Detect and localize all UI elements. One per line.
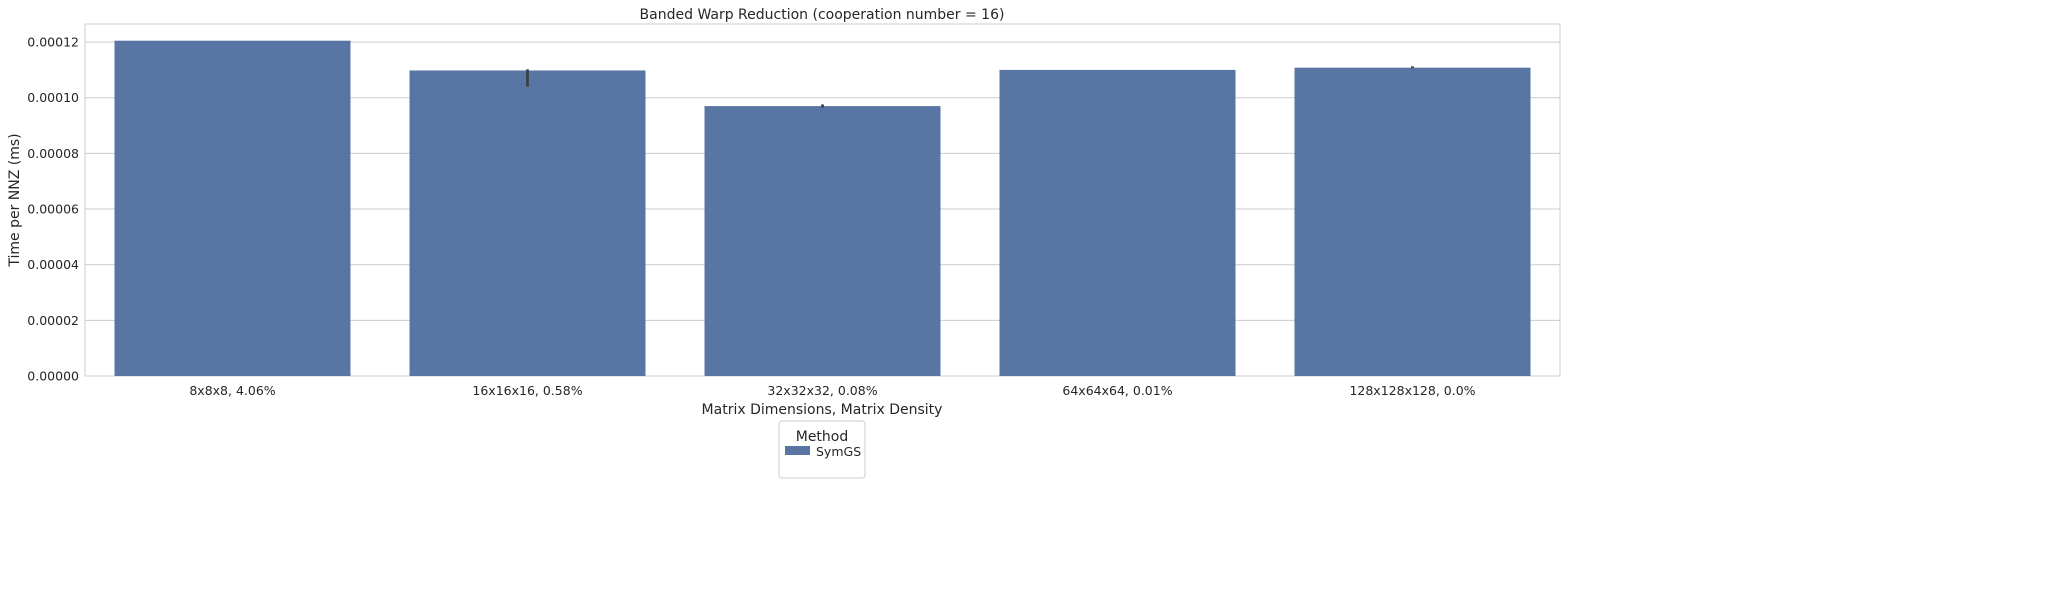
bar [999,69,1236,377]
x-tick-label: 32x32x32, 0.08% [767,383,877,398]
legend-label-symgs: SymGS [816,444,861,459]
legend-frame [778,420,866,479]
bar [114,40,351,377]
legend-swatch-symgs [785,446,810,455]
y-tick-label: 0.00008 [27,146,79,161]
y-tick-label: 0.00006 [27,202,79,217]
y-axis-label: Time per NNZ (ms) [7,133,23,267]
x-tick-label: 16x16x16, 0.58% [472,383,582,398]
x-tick-labels: 8x8x8, 4.06% 16x16x16, 0.58% 32x32x32, 0.0… [189,383,1475,398]
error-bars [526,66,1414,108]
bar [704,106,941,376]
y-tick-label: 0.00002 [27,313,79,328]
legend-title: Method [796,429,849,445]
chart-title: Banded Warp Reduction (cooperation numbe… [640,7,1005,23]
y-tick-label: 0.00010 [27,90,79,105]
y-tick-labels: 0.00000 0.00002 0.00004 0.00006 0.00008 0.000… [27,35,79,384]
x-tick-label: 64x64x64, 0.01% [1062,383,1172,398]
x-tick-label: 128x128x128, 0.0% [1349,383,1475,398]
bar [409,70,646,376]
bars [114,40,1531,377]
y-tick-label: 0.00012 [27,35,79,50]
x-tick-label: 8x8x8, 4.06% [189,383,275,398]
bar [1294,67,1531,377]
y-tick-label: 0.00004 [27,257,79,272]
legend: Method SymGS [778,420,866,479]
y-tick-label: 0.00000 [27,369,79,384]
x-axis-label: Matrix Dimensions, Matrix Density [702,402,943,418]
